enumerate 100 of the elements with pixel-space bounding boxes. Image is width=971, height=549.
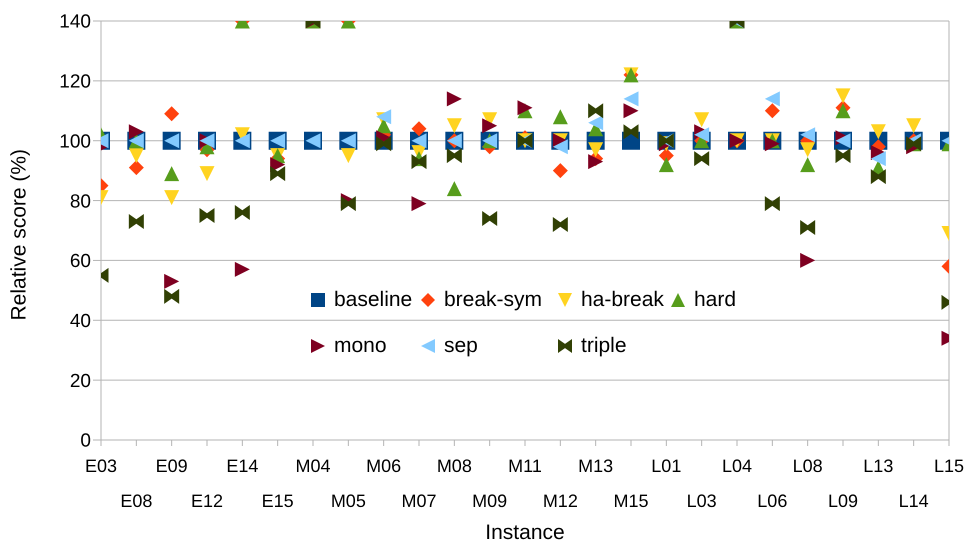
y-axis-title: Relative score (%) <box>7 148 30 320</box>
point <box>764 136 780 152</box>
point <box>658 157 674 172</box>
point <box>800 252 816 268</box>
point <box>164 274 180 289</box>
point <box>870 151 886 166</box>
y-tick-label: 80 <box>70 191 91 212</box>
point <box>270 166 286 182</box>
legend-label: hard <box>694 288 736 312</box>
point <box>906 118 922 134</box>
x-tick-label: M06 <box>366 456 402 476</box>
point <box>552 109 568 124</box>
y-tick-label: 40 <box>70 311 91 332</box>
point <box>694 127 710 142</box>
point <box>552 139 568 154</box>
x-tick-label: M13 <box>578 456 614 476</box>
point <box>800 127 816 142</box>
point <box>446 118 462 134</box>
point <box>694 151 710 166</box>
point <box>164 166 180 182</box>
x-tick-label: L06 <box>757 491 788 511</box>
y-tick-label: 140 <box>59 12 91 33</box>
point <box>412 121 426 136</box>
x-tick-label: M05 <box>330 491 366 511</box>
x-tick-label: L09 <box>828 491 858 511</box>
x-tick-label: E08 <box>120 491 152 511</box>
point <box>412 196 426 212</box>
point <box>836 103 850 118</box>
point <box>376 109 392 124</box>
point <box>164 190 180 206</box>
point <box>412 154 426 170</box>
point <box>800 220 816 236</box>
point <box>376 136 392 152</box>
x-axis-title: Instance <box>485 521 565 544</box>
point <box>624 91 638 106</box>
point <box>694 112 710 128</box>
point <box>552 217 568 232</box>
point <box>588 103 604 118</box>
point <box>128 148 144 164</box>
y-tick-label: 60 <box>70 251 91 272</box>
point <box>764 196 780 212</box>
point <box>340 196 356 212</box>
point <box>552 163 568 178</box>
x-tick-label: M15 <box>613 491 649 511</box>
point <box>376 118 392 134</box>
point <box>800 157 816 172</box>
x-tick-label: E14 <box>226 456 258 476</box>
point <box>164 106 180 122</box>
point <box>200 166 214 182</box>
point <box>870 124 886 140</box>
point <box>200 208 214 224</box>
point <box>446 148 462 164</box>
legend-label: ha-break <box>581 288 664 312</box>
point <box>482 118 498 134</box>
point <box>340 148 356 164</box>
x-tick-label: L01 <box>651 456 682 476</box>
x-tick-label: L15 <box>934 456 964 476</box>
x-tick-label: E12 <box>190 491 224 511</box>
point <box>624 103 638 118</box>
x-tick-label: L13 <box>863 456 894 476</box>
legend-label: sep <box>444 334 478 358</box>
point <box>234 262 250 277</box>
point <box>588 115 604 130</box>
x-tick-label: M12 <box>542 491 578 511</box>
y-tick-label: 20 <box>70 370 91 392</box>
x-tick-label: L03 <box>686 491 717 511</box>
point <box>836 88 850 104</box>
point <box>234 205 250 220</box>
point <box>764 103 780 118</box>
x-tick-label: M09 <box>472 491 508 511</box>
y-tick-label: 120 <box>59 72 91 93</box>
legend-label: baseline <box>334 288 412 312</box>
y-tick-label: 100 <box>59 131 91 152</box>
point <box>588 154 604 170</box>
x-tick-label: M04 <box>295 456 331 476</box>
point <box>518 100 532 116</box>
point <box>870 169 886 184</box>
point <box>164 288 180 304</box>
x-tick-label: L08 <box>792 456 823 476</box>
x-tick-label: L14 <box>898 491 929 511</box>
point <box>482 211 498 226</box>
legend-label: triple <box>581 334 627 358</box>
x-tick-label: M11 <box>508 456 542 476</box>
legend-label: mono <box>334 334 387 358</box>
x-tick-label: M08 <box>436 456 472 476</box>
point <box>128 160 144 176</box>
point <box>836 148 850 164</box>
point <box>128 214 144 230</box>
x-tick-label: L04 <box>722 456 752 476</box>
legend-label: break-sym <box>444 288 542 312</box>
x-tick-label: E15 <box>262 491 294 511</box>
point <box>446 91 462 106</box>
x-tick-label: E09 <box>156 456 188 476</box>
point <box>446 181 462 196</box>
x-tick-label: M07 <box>401 491 437 511</box>
x-tick-label: E03 <box>84 456 118 476</box>
point <box>128 124 144 140</box>
point <box>624 124 638 140</box>
point <box>764 91 780 106</box>
y-tick-label: 0 <box>80 430 91 452</box>
